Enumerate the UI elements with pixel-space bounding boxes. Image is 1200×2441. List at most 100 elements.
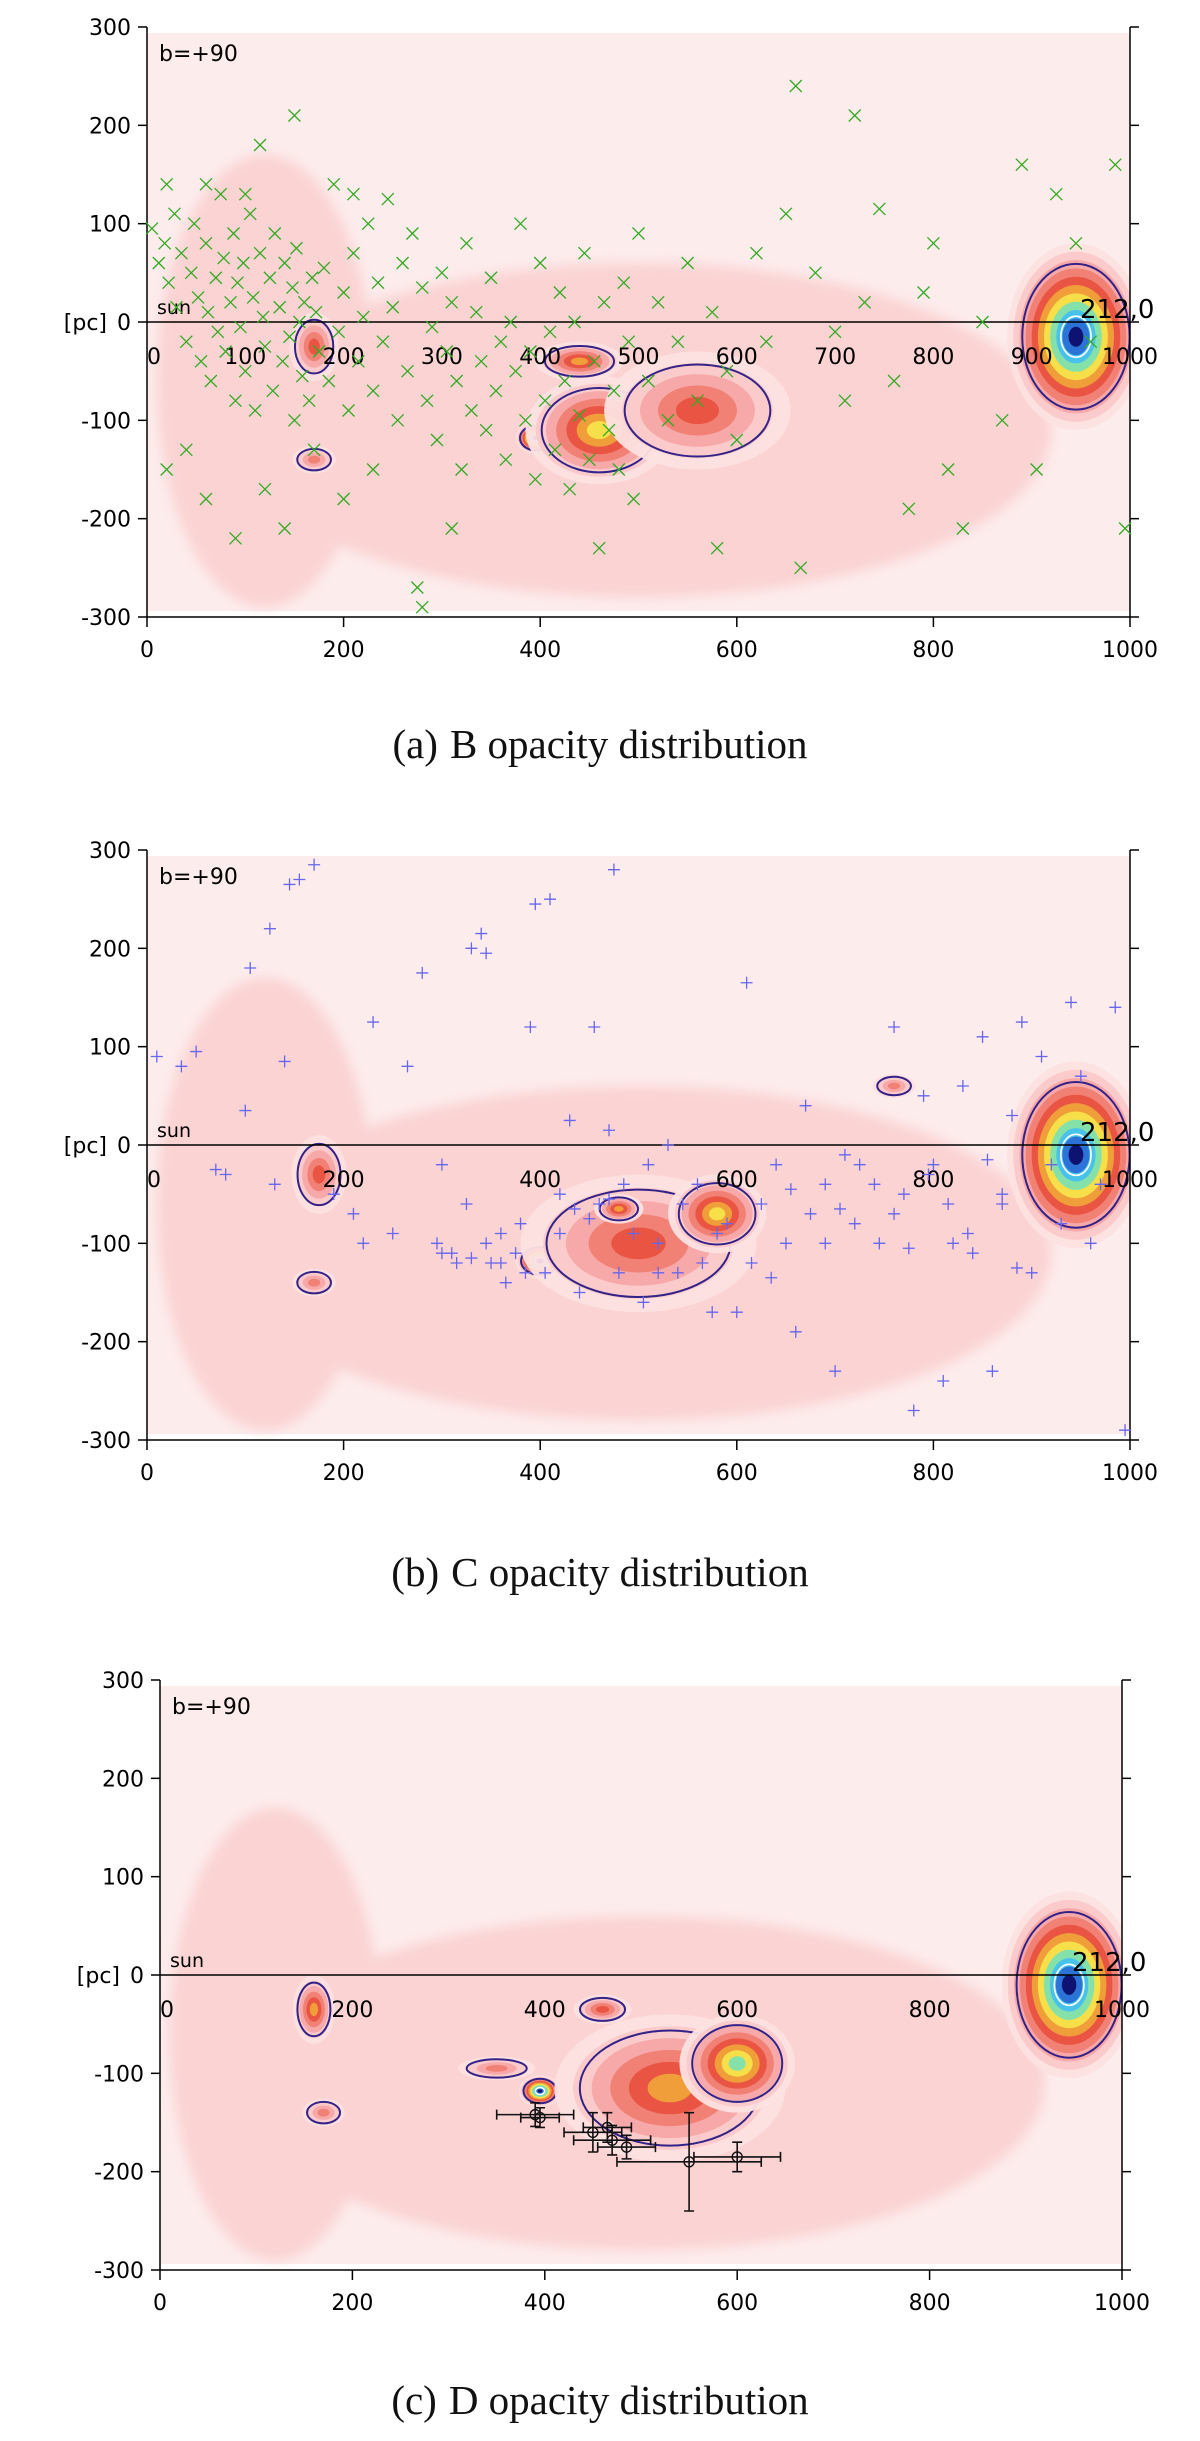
star-marker	[289, 241, 303, 255]
star-marker	[162, 276, 176, 290]
star-marker	[244, 962, 257, 974]
star-marker	[627, 1227, 640, 1240]
star-marker	[533, 256, 547, 270]
star-marker	[308, 858, 321, 871]
star-marker	[450, 1257, 463, 1269]
star-marker	[346, 187, 360, 201]
star-marker	[391, 413, 405, 427]
opacity-blob	[679, 2014, 795, 2113]
star-marker	[587, 354, 601, 368]
star-marker	[509, 1247, 522, 1260]
star-marker	[573, 408, 586, 422]
sun-label: sun	[157, 1120, 191, 1142]
star-marker	[652, 1237, 665, 1250]
star-marker	[907, 1404, 920, 1417]
inner-x-tick-label: 300	[421, 345, 463, 370]
star-marker	[553, 286, 567, 299]
star-marker	[307, 443, 321, 457]
star-marker	[445, 295, 459, 309]
star-marker	[1074, 1070, 1087, 1083]
star-marker	[455, 463, 469, 476]
x-tick-label: 200	[323, 638, 365, 663]
star-marker	[922, 1168, 935, 1181]
star-marker	[981, 1153, 994, 1166]
star-marker	[489, 384, 503, 398]
star-marker	[902, 1242, 915, 1255]
caption-c-text: D opacity distribution	[448, 2377, 809, 2423]
star-marker	[401, 364, 414, 378]
star-marker	[337, 286, 351, 299]
blob-contour	[293, 318, 335, 375]
opacity-blob	[1001, 1891, 1122, 2079]
star-marker	[342, 404, 355, 417]
star-marker	[278, 256, 292, 270]
star-marker	[514, 217, 527, 231]
star-marker	[238, 187, 252, 201]
star-marker	[927, 1158, 940, 1171]
star-marker	[425, 320, 439, 334]
star-marker	[593, 1198, 606, 1210]
y-tick-label: 300	[102, 1669, 144, 1694]
star-marker	[834, 1202, 847, 1215]
inner-x-tick-label: 600	[716, 345, 758, 370]
caption-b-label: (b)	[391, 1549, 440, 1595]
y-unit-label: [pc]	[64, 311, 107, 336]
star-marker	[253, 246, 267, 260]
blob-level	[485, 2065, 508, 2072]
star-marker	[627, 492, 641, 506]
star-marker	[337, 492, 351, 506]
star-marker	[553, 1188, 566, 1201]
errorbar-point	[572, 2124, 652, 2156]
star-marker	[268, 227, 282, 240]
star-marker	[873, 1237, 886, 1250]
star-marker	[661, 413, 675, 427]
star-marker	[563, 482, 577, 496]
panel-a: 300 200 100 -100 -200 -300 [pc] 0 0 200 400 600 800 1…	[0, 0, 1200, 705]
star-marker	[1084, 1237, 1097, 1250]
opacity-blob	[518, 2075, 562, 2107]
x-tick-label: 800	[909, 2291, 951, 2316]
star-marker	[494, 1227, 507, 1240]
star-marker	[568, 315, 582, 329]
star-marker	[637, 1296, 650, 1309]
panel-label: b=+90	[172, 1695, 251, 1720]
star-marker	[888, 1207, 901, 1220]
star-marker	[602, 423, 616, 437]
star-marker	[258, 340, 272, 354]
star-marker	[770, 1158, 783, 1171]
star-marker	[1094, 1178, 1107, 1191]
star-marker	[819, 1237, 832, 1250]
star-marker	[514, 1217, 527, 1230]
star-marker	[168, 207, 181, 221]
opacity-blob	[458, 2056, 536, 2081]
x-tick-label: 200	[331, 2291, 373, 2316]
opacity-blob	[1007, 1061, 1130, 1249]
star-marker	[603, 1124, 616, 1137]
tag-label: 212,0	[1080, 295, 1154, 325]
star-marker	[464, 404, 478, 417]
star-marker	[661, 1139, 674, 1151]
blob-level	[614, 1206, 624, 1212]
blob-level	[611, 1227, 666, 1260]
star-marker	[474, 354, 488, 368]
blob-level	[309, 2002, 319, 2017]
sun-label: sun	[157, 297, 191, 319]
data-point	[534, 2111, 546, 2124]
star-marker	[1015, 1016, 1028, 1029]
star-marker	[671, 335, 685, 349]
inner-x-tick-label: 900	[1011, 345, 1053, 370]
y-tick-label: 0	[117, 1134, 131, 1159]
map-haze	[156, 154, 374, 608]
star-marker	[494, 1257, 507, 1269]
star-marker	[926, 236, 940, 250]
star-marker	[268, 1178, 281, 1191]
star-marker	[848, 1217, 861, 1230]
star-marker	[450, 374, 464, 388]
map-haze	[169, 1807, 382, 2261]
star-marker	[190, 1045, 203, 1058]
star-marker	[440, 345, 454, 358]
star-marker	[187, 217, 201, 231]
inner-x-tick-label: 400	[519, 1168, 561, 1193]
blob-level	[728, 2056, 746, 2071]
